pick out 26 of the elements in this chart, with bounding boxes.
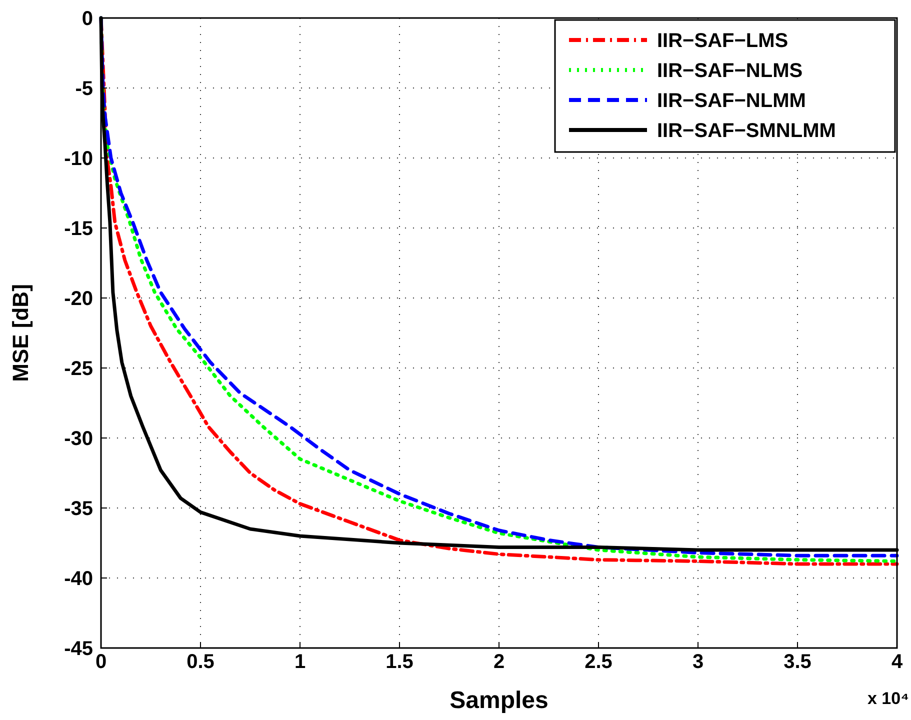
x-tick-label: 1.5 [386, 651, 414, 673]
text: x 10⁴ [868, 689, 909, 708]
x-tick-label: 1 [294, 651, 306, 673]
y-tick-label: -35 [64, 498, 93, 520]
y-tick-label: 0 [82, 8, 93, 30]
y-tick-label: -40 [64, 568, 93, 590]
x-tick-label: 3 [692, 651, 704, 673]
y-tick-label: -20 [64, 288, 93, 310]
legend-label: IIR−SAF−NLMS [657, 60, 803, 82]
y-tick-label: -10 [64, 148, 93, 170]
legend-label: IIR−SAF−NLMM [657, 90, 806, 112]
y-tick-label: -30 [64, 428, 93, 450]
x-tick-label: 2.5 [584, 651, 612, 673]
x-tick-label: 3.5 [784, 651, 812, 673]
y-tick-label: -15 [64, 218, 93, 240]
legend-label: IIR−SAF−SMNLMM [657, 120, 836, 142]
x-tick-label: 0.5 [186, 651, 214, 673]
y-tick-label: -25 [64, 358, 93, 380]
x-axis-title: Samples [450, 687, 548, 714]
y-tick-label: -45 [64, 638, 93, 660]
x-tick-label: 2 [493, 651, 505, 673]
x-tick-label: 4 [891, 651, 904, 673]
y-tick-label: -5 [75, 78, 93, 100]
y-axis-title: MSE [dB] [8, 284, 33, 382]
x-tick-label: 0 [95, 651, 107, 673]
legend-label: IIR−SAF−LMS [657, 30, 788, 52]
